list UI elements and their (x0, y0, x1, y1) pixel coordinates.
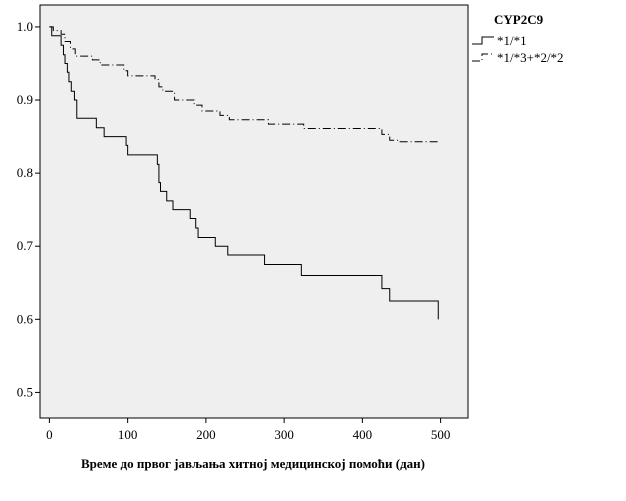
legend-label-2: *1/*3+*2/*2 (497, 50, 564, 65)
x-tick-label: 100 (118, 427, 138, 442)
legend-swatch-2 (472, 53, 494, 62)
x-axis: 0 100 200 300 400 500 (46, 418, 450, 442)
legend: CYP2C9 *1/*1 *1/*3+*2/*2 (472, 12, 564, 65)
y-tick-label: 0.7 (17, 238, 34, 253)
plot-background (39, 4, 469, 419)
series-layer (49, 26, 439, 320)
x-tick-label: 0 (46, 427, 53, 442)
y-tick-label: 0.6 (17, 311, 34, 326)
y-tick-label: 0.8 (17, 165, 33, 180)
series-line-1 (49, 26, 439, 320)
y-axis: 0.5 0.6 0.7 0.8 0.9 1.0 (17, 19, 40, 399)
x-tick-label: 500 (431, 427, 451, 442)
legend-label-1: *1/*1 (497, 33, 527, 48)
series-line-2 (49, 26, 439, 143)
x-tick-label: 400 (353, 427, 373, 442)
y-tick-label: 0.9 (17, 92, 33, 107)
legend-title: CYP2C9 (494, 12, 544, 27)
x-tick-label: 300 (274, 427, 294, 442)
x-axis-title: Време до првог јављања хитној медицинско… (81, 456, 425, 471)
legend-swatch-1 (472, 36, 494, 45)
x-tick-label: 200 (196, 427, 216, 442)
y-tick-label: 1.0 (17, 19, 33, 34)
y-tick-label: 0.5 (17, 384, 33, 399)
